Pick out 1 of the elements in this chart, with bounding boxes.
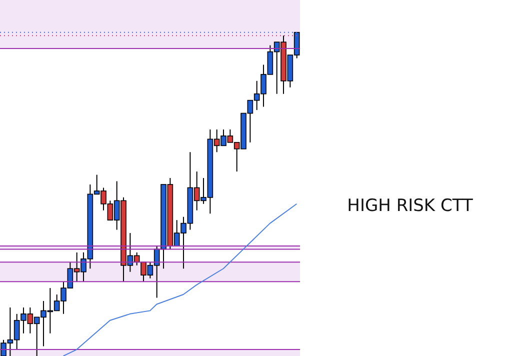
- text: HIGH RISK CTT: [346, 196, 474, 216]
